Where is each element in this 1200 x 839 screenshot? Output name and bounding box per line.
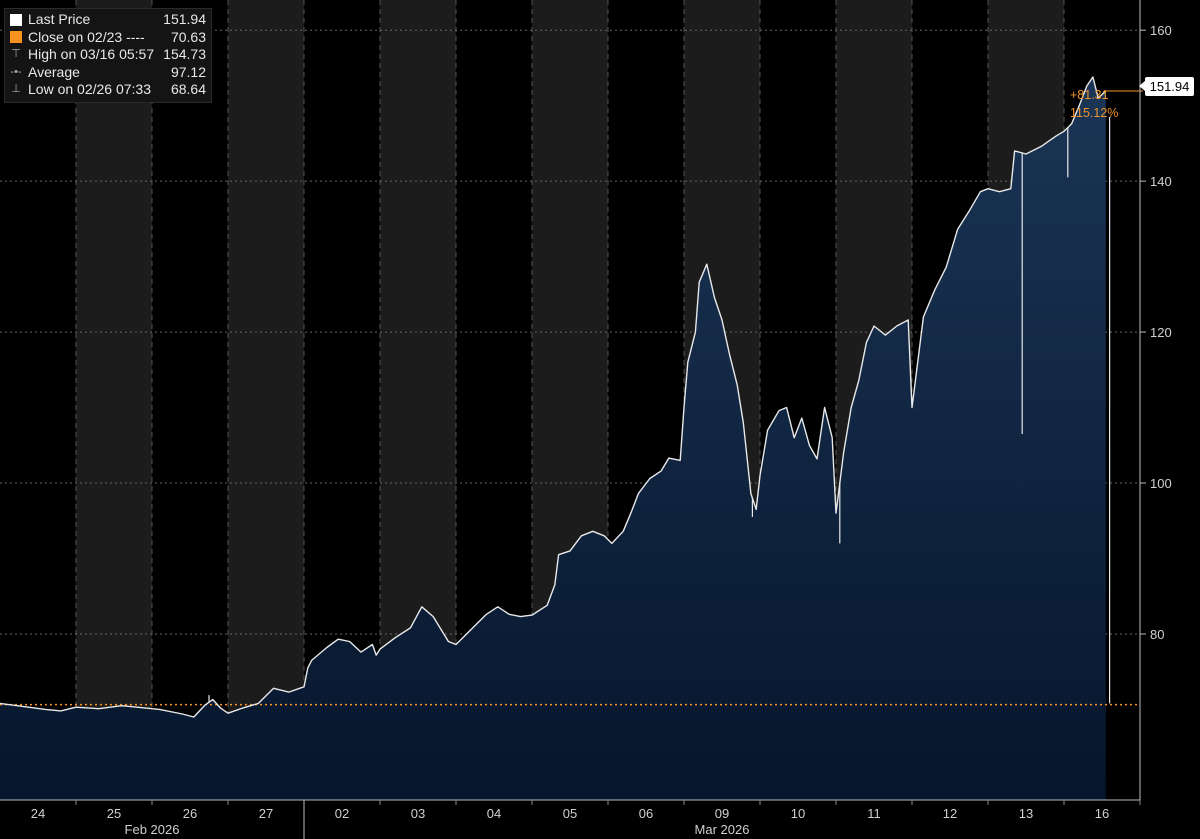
x-day-label: 16: [1095, 806, 1109, 821]
legend-close: Close on 02/23 ---- 70.63: [9, 29, 206, 47]
change-percent: 115.12%: [1070, 106, 1119, 120]
legend-label: Last Price: [28, 11, 91, 27]
x-day-label: 24: [31, 806, 45, 821]
high-marker-icon: ⊤: [11, 48, 21, 60]
legend-last-price: Last Price 151.94: [9, 11, 206, 29]
average-line-icon: -•-: [10, 65, 22, 78]
legend-label: Low on 02/26 07:33: [28, 81, 151, 97]
price-line: [0, 76, 1107, 718]
x-day-label: 02: [335, 806, 349, 821]
legend-high: ⊤ High on 03/16 05:57 154.73: [9, 46, 206, 64]
x-day-label: 03: [411, 806, 425, 821]
legend-label: Close on 02/23 ----: [28, 28, 145, 45]
axes: 80 100 120 140 160 24 25 26 27 02 03 04 05 06 09 10 11 12…: [0, 0, 1172, 839]
x-day-label: 11: [867, 806, 881, 821]
legend-low: ⊥ Low on 02/26 07:33 68.64: [9, 81, 206, 99]
x-day-label: 27: [259, 806, 273, 821]
legend-value: 151.94: [163, 11, 206, 27]
x-day-label: 26: [183, 806, 197, 821]
day-band: [228, 0, 304, 800]
y-tick-label: 120: [1150, 325, 1172, 340]
x-day-label: 10: [791, 806, 805, 821]
low-marker-icon: ⊥: [11, 83, 21, 95]
y-tick-label: 100: [1150, 476, 1172, 491]
legend-square-white-icon: [9, 13, 23, 27]
x-day-label: 04: [487, 806, 501, 821]
x-day-label: 25: [107, 806, 121, 821]
day-band: [0, 0, 76, 800]
legend-box: Last Price 151.94 Close on 02/23 ---- 70…: [4, 8, 212, 103]
x-day-label: 05: [563, 806, 577, 821]
legend-label: High on 03/16 05:57: [28, 46, 155, 62]
last-price-badge: 151.94: [1139, 77, 1194, 96]
x-day-label: 12: [943, 806, 957, 821]
x-day-label: 06: [639, 806, 653, 821]
day-band: [152, 0, 228, 800]
x-day-label: 09: [715, 806, 729, 821]
x-month-label: Mar 2026: [695, 822, 750, 837]
x-month-label: Feb 2026: [125, 822, 180, 837]
y-tick-label: 80: [1150, 627, 1164, 642]
legend-average: -•- Average 97.12: [9, 64, 206, 82]
legend-value: 70.63: [170, 28, 206, 45]
y-tick-label: 140: [1150, 174, 1172, 189]
legend-value: 154.73: [163, 46, 206, 62]
day-band: [76, 0, 152, 800]
legend-value: 68.64: [170, 81, 206, 97]
y-tick-label: 160: [1150, 23, 1172, 38]
legend-value: 97.12: [170, 63, 206, 80]
legend-label: Average: [28, 63, 80, 80]
price-area-fill: [0, 77, 1106, 800]
price-area: [0, 76, 1143, 800]
legend-square-orange-icon: [9, 30, 23, 44]
change-absolute: +81.31: [1070, 88, 1109, 102]
x-day-label: 13: [1019, 806, 1033, 821]
